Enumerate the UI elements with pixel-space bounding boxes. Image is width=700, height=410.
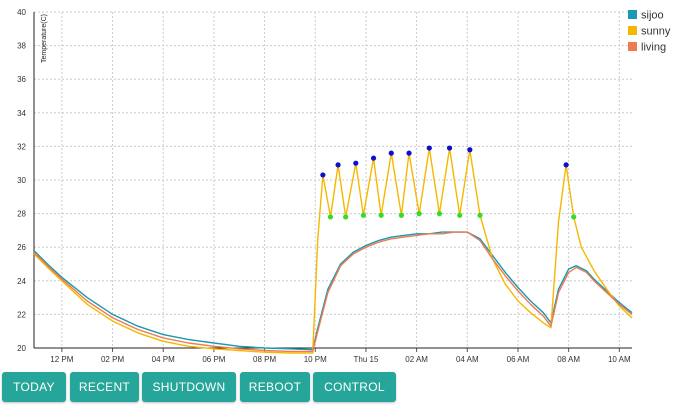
point-marker [388,150,394,156]
point-marker [477,212,483,218]
x-tick-label: Thu 15 [353,355,378,364]
series-lines [33,147,633,354]
point-marker [426,145,432,151]
y-tick-label: 20 [17,344,26,353]
x-tick-label: 08 AM [557,355,580,364]
point-marker [563,162,569,168]
x-tick-label: 06 AM [507,355,530,364]
reboot-button[interactable]: REBOOT [240,372,310,402]
legend-swatch-sijoo[interactable] [628,10,637,19]
point-marker [370,155,377,161]
x-tick-label: 10 AM [608,355,631,364]
y-tick-label: 24 [17,277,26,286]
grid-lines [34,11,632,349]
y-tick-label: 26 [17,243,26,252]
x-tick-label: 04 PM [152,355,175,364]
point-marker [378,212,384,218]
legend-swatch-sunny[interactable] [628,26,637,35]
point-marker [467,147,473,153]
x-tick-label: 12 PM [50,355,73,364]
legend-label-sijoo[interactable]: sijoo [641,10,664,22]
temperature-chart: 20 22 24 26 28 30 32 34 36 38 40 12 PM 02 PM 04 PM 06 … [17,8,671,364]
y-tick-label: 28 [17,210,26,219]
y-tick-label: 32 [17,142,26,151]
y-tick-label: 22 [17,310,26,319]
legend-label-sunny[interactable]: sunny [641,26,671,38]
axes: 20 22 24 26 28 30 32 34 36 38 40 12 PM 02 PM 04 PM 06 … [17,8,632,364]
point-markers [320,145,577,220]
legend-swatch-living[interactable] [628,42,637,51]
x-tick-label: 04 AM [456,355,479,364]
point-marker [343,214,349,220]
point-marker [406,150,412,156]
y-axis-label: Temperature(C) [41,14,48,63]
x-tick-label: 08 PM [253,355,276,364]
point-marker [398,212,405,218]
series-line-living [33,231,633,353]
y-tick-label: 38 [17,42,26,51]
series-line-sijoo [33,231,633,351]
point-marker [436,211,443,217]
x-tick-label: 06 PM [202,355,225,364]
recent-button[interactable]: RECENT [70,372,139,402]
y-tick-label: 30 [17,176,26,185]
point-marker [360,212,367,218]
y-tick-label: 34 [17,109,26,118]
x-tick-label: 02 PM [101,355,124,364]
point-marker [353,160,359,166]
x-tick-label: 10 PM [304,355,327,364]
point-marker [457,212,463,218]
control-button[interactable]: CONTROL [313,372,396,402]
shutdown-button[interactable]: SHUTDOWN [142,372,236,402]
y-tick-label: 36 [17,75,26,84]
point-marker [416,211,422,217]
point-marker [335,162,341,168]
point-marker [446,145,453,151]
legend[interactable]: sijoo sunny living [628,10,671,54]
series-line-sunny [33,147,633,354]
point-marker [327,214,334,220]
x-tick-label: 02 AM [405,355,428,364]
y-tick-label: 40 [17,8,26,17]
point-marker [571,214,577,220]
today-button[interactable]: TODAY [2,372,66,402]
legend-label-living[interactable]: living [641,42,666,54]
point-marker [320,172,326,178]
